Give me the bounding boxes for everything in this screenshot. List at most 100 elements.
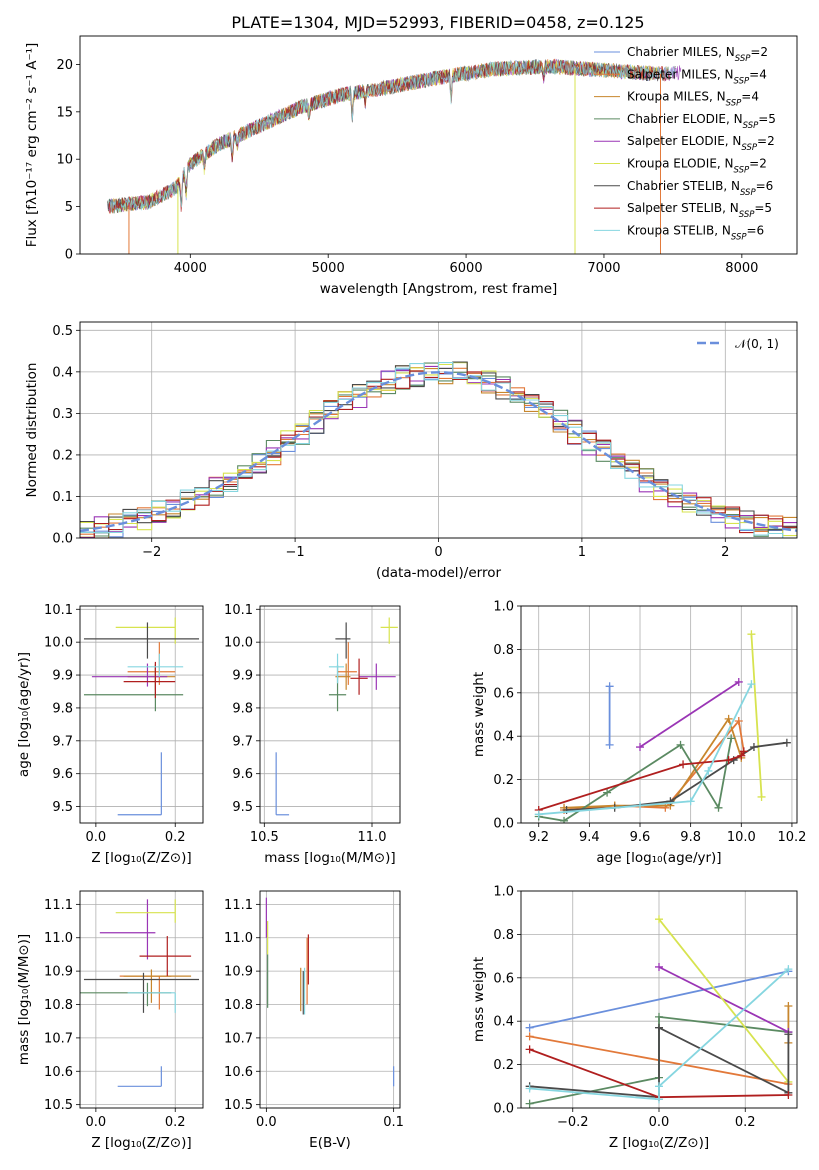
x-tick-label: 0 <box>434 545 442 560</box>
weight-point-marker <box>749 743 758 752</box>
y-tick-label: 10.7 <box>224 1031 253 1046</box>
legend-label: Chabrier STELIB, NSSP=6 <box>627 179 773 198</box>
y-tick-label: 0.0 <box>52 532 73 547</box>
y-tick-label: 11.1 <box>44 898 73 913</box>
y-tick-label: 0.2 <box>493 773 514 788</box>
y-axis-label: Normed distribution <box>24 363 40 498</box>
x-tick-label: 0.0 <box>86 830 107 845</box>
weight-point-marker <box>747 680 756 689</box>
y-tick-label: 9.8 <box>52 701 73 716</box>
legend-label: 𝒩(0, 1) <box>735 337 779 351</box>
y-tick-label: 10.6 <box>44 1065 73 1080</box>
y-tick-label: 9.5 <box>232 800 253 815</box>
y-tick-label: 10.1 <box>44 603 73 618</box>
y-tick-label: 10.5 <box>44 1098 73 1113</box>
x-tick-label: −1 <box>286 545 305 560</box>
weight-point-marker <box>782 738 791 747</box>
weight-point-marker <box>724 756 733 765</box>
axes-frame <box>79 605 204 824</box>
x-tick-label: 6000 <box>450 261 483 276</box>
weight-point-marker <box>714 803 723 812</box>
x-tick-label: 0.0 <box>649 1115 670 1130</box>
errorbar-points <box>265 897 395 1087</box>
weight-point-marker <box>784 965 793 974</box>
histogram-steps <box>80 361 797 538</box>
legend-label: Salpeter STELIB, NSSP=5 <box>627 201 772 220</box>
weight-series-line <box>750 634 763 798</box>
y-tick-label: 5 <box>65 200 73 215</box>
y-axis-label: mass weight <box>471 672 487 757</box>
errorbar-points <box>275 617 398 816</box>
weight-point-marker <box>525 1023 534 1032</box>
weight-series-line <box>538 683 753 816</box>
weight-point-marker <box>534 810 543 819</box>
weight-point-marker <box>655 1023 663 1032</box>
chart-age-vs-mass: 10.5 11.0 9.5 9.6 9.7 9.8 9.9 10.0 10.1 mass [log… <box>224 603 401 866</box>
y-tick-label: 10.8 <box>44 998 73 1013</box>
x-axis-label: wavelength [Angstrom, rest frame] <box>320 281 558 297</box>
y-tick-label: 0.8 <box>493 928 514 943</box>
y-tick-label: 9.6 <box>232 767 253 782</box>
y-tick-label: 11.1 <box>224 898 253 913</box>
x-tick-label: 10.0 <box>727 830 756 845</box>
chart-spectrum: 4000 5000 6000 7000 8000 0 5 10 15 20 wavelength [… <box>24 35 798 297</box>
weight-point-marker <box>525 1032 534 1041</box>
y-tick-label: 0.8 <box>493 643 514 658</box>
x-tick-label: 11.0 <box>358 830 387 845</box>
x-tick-label: −0.2 <box>557 1115 589 1130</box>
weight-point-marker <box>560 816 569 823</box>
x-tick-label: 9.6 <box>630 830 651 845</box>
x-tick-label: −2 <box>142 545 161 560</box>
weight-point-marker <box>724 714 733 723</box>
weight-point-marker <box>525 1084 534 1093</box>
y-tick-label: 0.0 <box>493 1102 514 1117</box>
y-tick-label: 10.5 <box>224 1098 253 1113</box>
y-tick-label: 0.4 <box>493 1015 514 1030</box>
chart-mass-vs-EBV: 0.0 0.1 10.5 10.6 10.7 10.8 10.9 11.0 11.1 E(B-V) <box>224 890 404 1151</box>
y-tick-label: 0.4 <box>52 365 73 380</box>
axes-frame <box>259 890 401 1109</box>
axes-frame <box>79 321 798 539</box>
weight-point-marker <box>525 1045 534 1054</box>
y-tick-label: 1.0 <box>493 600 514 615</box>
x-axis-label: Z [log₁₀(Z/Z⊙)] <box>91 1135 191 1151</box>
figure-title: PLATE=1304, MJD=52993, FIBERID=0458, z=0… <box>231 13 644 32</box>
y-tick-label: 10.8 <box>224 998 253 1013</box>
y-tick-label: 0 <box>65 248 73 263</box>
weight-point-marker <box>605 682 614 691</box>
x-tick-label: 4000 <box>174 261 207 276</box>
x-axis-label: age [log₁₀(age/yr)] <box>596 850 721 866</box>
legend-label: Kroupa ELODIE, NSSP=2 <box>627 157 767 176</box>
y-tick-label: 9.7 <box>52 734 73 749</box>
weight-point-marker <box>676 740 685 749</box>
weight-point-marker <box>784 1030 793 1039</box>
weight-point-marker <box>655 1095 663 1104</box>
y-axis-label: mass weight <box>471 957 487 1042</box>
y-tick-label: 10.0 <box>224 636 253 651</box>
x-tick-label: 10.2 <box>777 830 806 845</box>
y-tick-label: 10.9 <box>224 965 253 980</box>
weight-point-marker <box>727 734 736 743</box>
weight-point-marker <box>655 915 663 924</box>
legend-label: Salpeter ELODIE, NSSP=2 <box>627 134 775 153</box>
x-tick-label: 10.5 <box>250 830 279 845</box>
errorbar-points <box>83 617 200 816</box>
weight-point-marker <box>655 962 663 971</box>
axes-frame <box>259 605 401 824</box>
normal-curve <box>80 371 797 532</box>
weight-point-marker <box>686 797 695 806</box>
axes-frame <box>79 35 798 255</box>
y-tick-label: 9.9 <box>232 669 253 684</box>
spectrum-series-line <box>109 59 676 213</box>
axes-frame <box>520 890 798 1109</box>
weight-point-marker <box>737 751 746 760</box>
y-tick-label: 9.7 <box>232 734 253 749</box>
x-tick-label: 9.8 <box>680 830 701 845</box>
y-tick-label: 9.6 <box>52 767 73 782</box>
y-tick-label: 0.1 <box>52 490 73 505</box>
y-tick-label: 15 <box>56 105 73 120</box>
legend-label: Salpeter MILES, NSSP=4 <box>627 67 767 86</box>
weight-point-marker <box>784 1090 793 1099</box>
y-tick-label: 0.3 <box>52 407 73 422</box>
weight-lines <box>534 630 791 823</box>
